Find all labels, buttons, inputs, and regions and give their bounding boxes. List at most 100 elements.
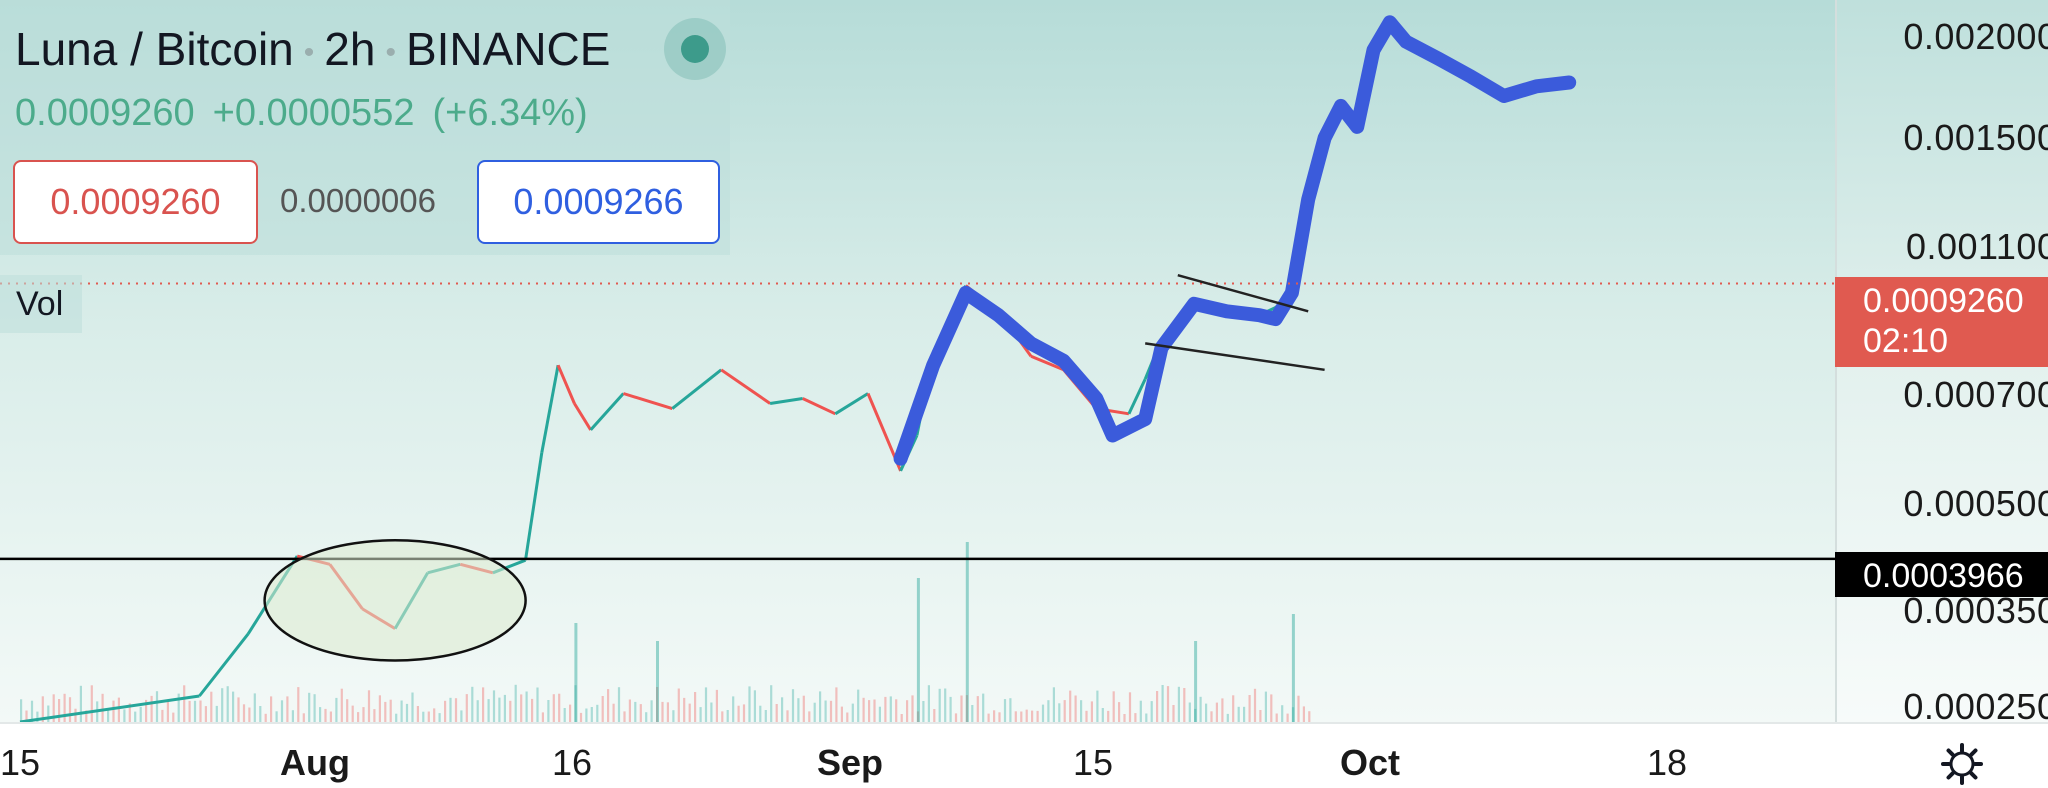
buy-button[interactable]: 0.0009266: [477, 160, 720, 244]
volume-bar: [101, 693, 104, 722]
volume-bar: [1281, 705, 1284, 722]
volume-bar: [1063, 700, 1066, 722]
price-segment: [556, 364, 576, 405]
volume-bar: [1161, 685, 1164, 722]
volume-bar: [906, 700, 909, 722]
price-segment: [540, 364, 560, 453]
volume-bar: [275, 711, 278, 722]
volume-bar: [650, 700, 653, 722]
volume-bar: [400, 700, 403, 722]
gear-icon[interactable]: [1940, 742, 1984, 786]
volume-bar: [1194, 708, 1197, 722]
price-segment: [834, 392, 869, 416]
volume-bar: [503, 694, 506, 722]
volume-bar: [20, 699, 23, 722]
volume-bar: [1248, 695, 1251, 722]
price-change-percent: (+6.34%): [432, 92, 588, 134]
time-axis[interactable]: [0, 722, 2048, 788]
volume-bar: [759, 705, 762, 722]
volume-bar: [797, 698, 800, 722]
volume-bar: [1052, 687, 1055, 722]
symbol-title[interactable]: Luna / Bitcoin • 2h • BINANCE: [15, 22, 610, 76]
current-price-value: 0.0009260: [1863, 282, 2024, 320]
volume-bar: [1107, 710, 1110, 722]
chart-pane[interactable]: Luna / Bitcoin • 2h • BINANCE 0.0009260 +0.00…: [0, 0, 1835, 722]
volume-bar: [1172, 705, 1175, 722]
volume-bar: [960, 695, 963, 722]
volume-bar: [900, 714, 903, 722]
volume-bar: [1128, 692, 1132, 722]
volume-bars: [20, 542, 1311, 722]
volume-bar: [1014, 711, 1017, 722]
volume-bar: [286, 696, 289, 722]
marked-level-tag: 0.0003966: [1835, 552, 2048, 597]
volume-bar: [916, 711, 920, 722]
volume-bar: [1275, 713, 1278, 722]
volume-bar: [868, 700, 871, 722]
volume-bar: [541, 712, 544, 722]
volume-bar: [813, 702, 816, 722]
volume-bar: [878, 706, 881, 722]
volume-bar: [1205, 703, 1208, 722]
volume-bar: [509, 700, 512, 722]
volume-bar: [1080, 700, 1083, 722]
volume-bar: [677, 688, 680, 722]
volume-bar: [1123, 714, 1126, 722]
volume-bar: [895, 699, 898, 722]
volume-bar: [378, 695, 381, 722]
chart-legend: Luna / Bitcoin • 2h • BINANCE 0.0009260 +0.00…: [0, 0, 730, 255]
trendline: [1177, 273, 1309, 313]
volume-bar: [1101, 708, 1104, 722]
volume-bar: [367, 690, 371, 722]
volume-bar: [672, 710, 675, 722]
interval: 2h: [324, 23, 376, 75]
volume-bar: [112, 700, 115, 722]
volume-bar: [694, 692, 697, 722]
volume-bar: [340, 688, 343, 722]
volume-bar: [938, 688, 941, 722]
volume-bar: [25, 710, 28, 722]
accumulation-zone-ellipse: [263, 539, 527, 662]
volume-bar: [264, 713, 267, 722]
volume-label[interactable]: Vol: [0, 275, 82, 333]
volume-bar: [183, 685, 186, 722]
volume-bar: [764, 710, 767, 722]
volume-bar: [482, 687, 485, 722]
volume-bar: [569, 704, 572, 722]
volume-bar: [721, 711, 724, 722]
volume-bar: [786, 710, 789, 722]
volume-bar: [324, 708, 327, 722]
volume-bar: [617, 687, 621, 722]
volume-bar: [1036, 710, 1039, 722]
volume-bar: [1221, 698, 1224, 722]
volume-bar: [862, 697, 865, 722]
volume-bar: [433, 708, 436, 722]
volume-bar: [134, 711, 137, 722]
volume-bar: [123, 709, 126, 722]
volume-bar: [1025, 709, 1028, 722]
volume-bar: [1058, 703, 1061, 722]
price-segment: [622, 392, 673, 411]
trendline: [1145, 342, 1325, 372]
volume-bar: [531, 698, 534, 722]
price-segment: [19, 694, 200, 722]
sell-button[interactable]: 0.0009260: [13, 160, 258, 244]
drawn-price-path: [893, 15, 1577, 466]
volume-bar: [242, 704, 246, 722]
market-status-icon[interactable]: [664, 18, 726, 80]
volume-bar: [585, 708, 588, 722]
volume-bar: [1031, 710, 1034, 722]
volume-bar: [737, 705, 740, 722]
volume-bar: [389, 699, 392, 722]
volume-bar: [1259, 710, 1262, 722]
volume-bar: [857, 689, 860, 722]
volume-bar: [117, 697, 120, 722]
price-chart[interactable]: [0, 0, 1835, 722]
volume-bar: [547, 700, 550, 722]
time-axis-label: 15: [0, 742, 41, 783]
price-segment: [802, 397, 836, 416]
volume-bar: [579, 712, 583, 722]
volume-spike: [656, 641, 659, 722]
price-change: +0.0000552: [212, 92, 415, 134]
